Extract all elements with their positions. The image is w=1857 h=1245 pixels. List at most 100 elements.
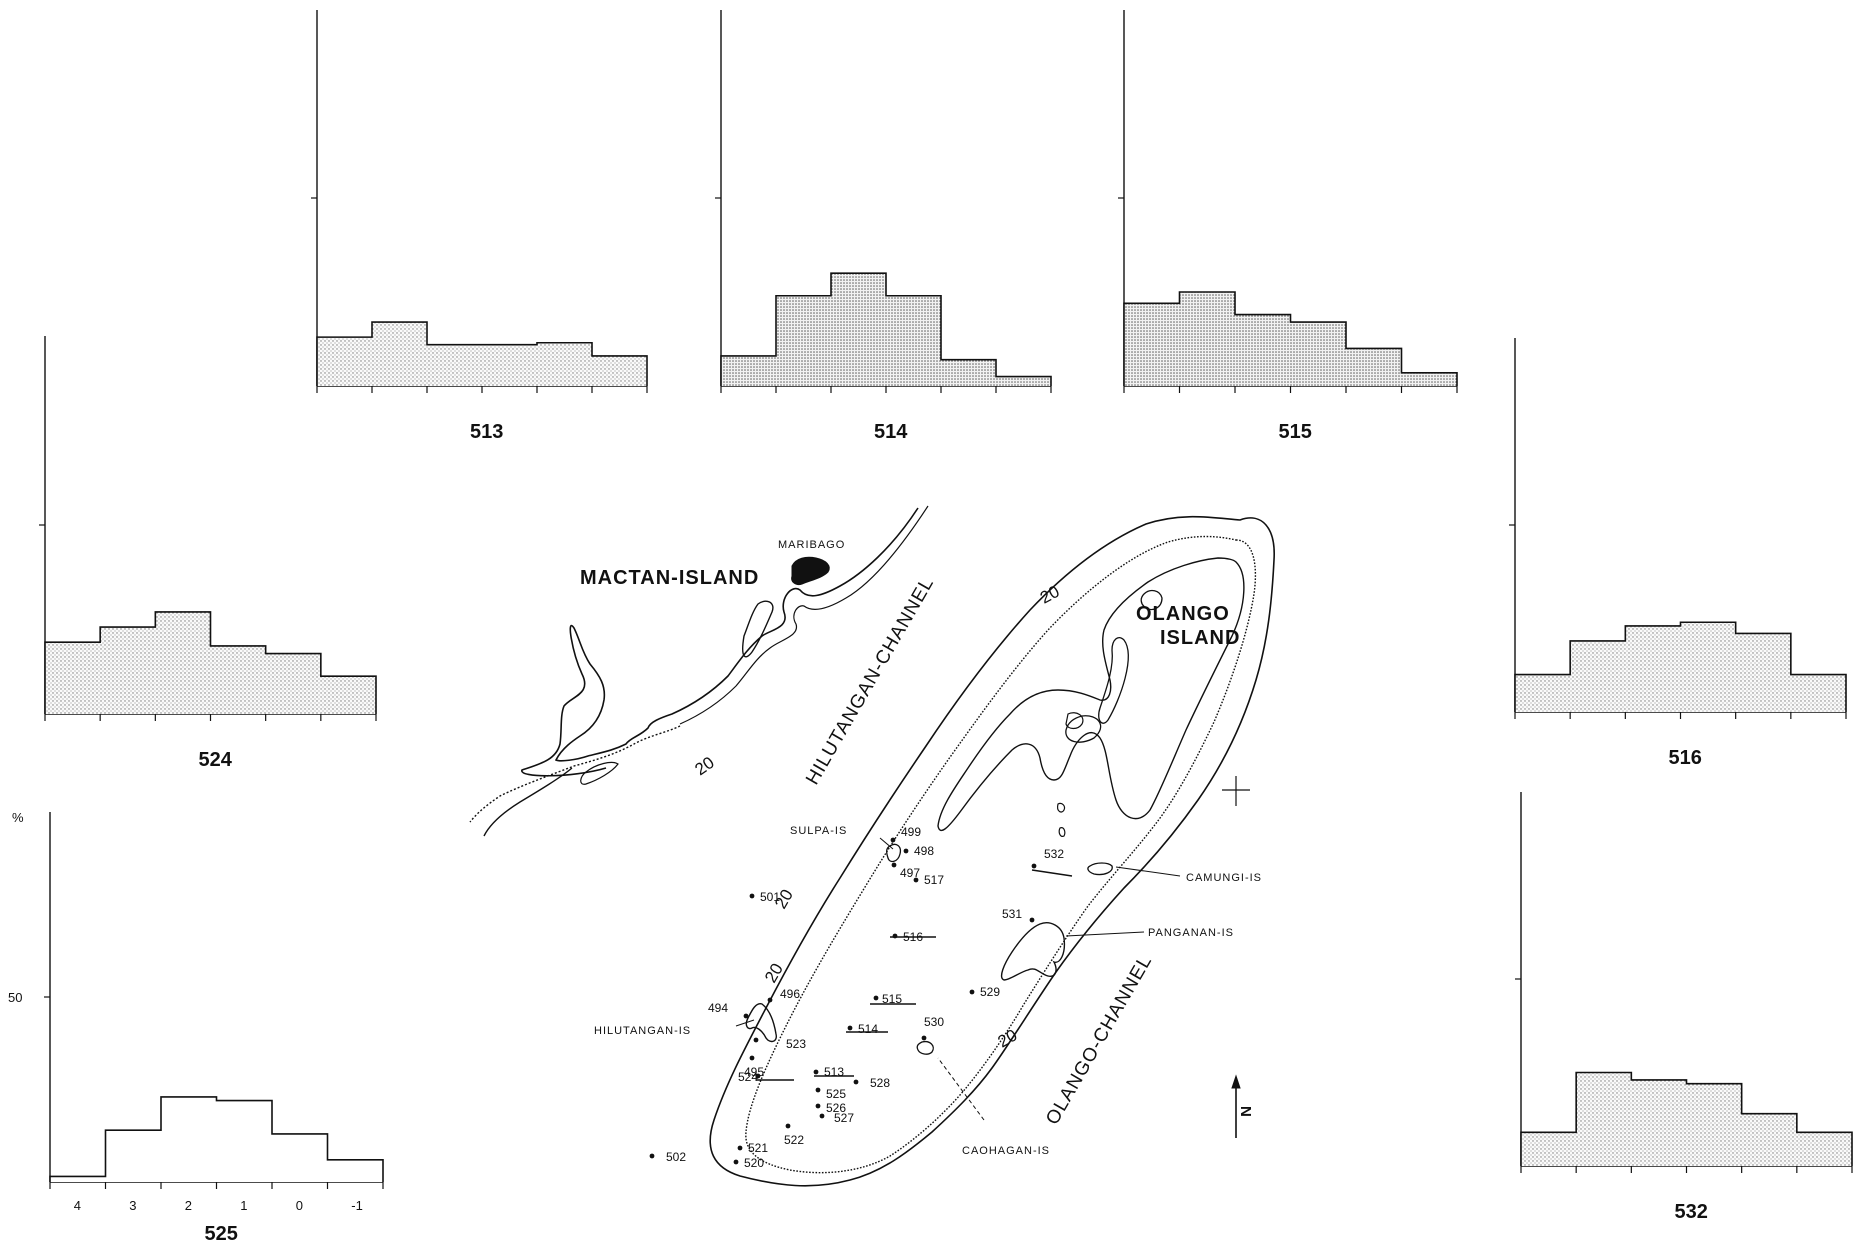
label-olango-line1: OLANGO (1136, 603, 1230, 625)
station-label: 524 (738, 1070, 758, 1084)
caohagan-leader (937, 1057, 985, 1121)
histogram-bar (1570, 640, 1626, 712)
label-sulpa-is: SULPA-IS (790, 825, 847, 837)
station-label: 522 (784, 1133, 804, 1147)
station-dot (890, 837, 896, 843)
station-label: 496 (780, 987, 800, 1001)
histogram-bar (1796, 1132, 1852, 1166)
station-dot (749, 1055, 755, 1061)
station-label: 521 (748, 1141, 768, 1155)
location-map (469, 505, 1275, 1187)
station-label: 531 (1002, 907, 1022, 921)
station-dot (785, 1123, 791, 1129)
sulpa-island (886, 843, 902, 863)
histogram-bar (1346, 348, 1402, 386)
mactan-coastline (521, 507, 919, 777)
histogram-outline (1123, 291, 1458, 386)
mactan-western-edge (483, 767, 573, 837)
panganan-island (1000, 922, 1066, 981)
histogram-caption: 525 (205, 1223, 238, 1245)
label-hilutangan-is: HILUTANGAN-IS (594, 1025, 691, 1037)
mactan-inlet-small (580, 761, 619, 785)
histogram-bar (272, 1133, 328, 1182)
histogram-bar (1290, 322, 1346, 386)
histogram-bar (317, 337, 372, 386)
station-dot (853, 1079, 859, 1085)
panganan-leader (1065, 931, 1145, 937)
station-label: 514 (858, 1022, 878, 1036)
histogram-bar (427, 344, 482, 386)
label-mactan-island: MACTAN-ISLAND (580, 567, 759, 589)
histogram-bar (1686, 1083, 1742, 1166)
station-label: 501 (760, 890, 780, 904)
histogram-bar (1625, 625, 1681, 712)
station-label: 530 (924, 1015, 944, 1029)
histogram-bar (1680, 622, 1736, 712)
station-532-underline (1031, 869, 1073, 877)
histogram-bar (721, 355, 776, 386)
histogram-outline (1520, 1071, 1853, 1166)
station-dot (819, 1113, 825, 1119)
contour-label-olango-south: 20 (995, 1026, 1021, 1052)
station-dot (921, 1035, 927, 1041)
histogram-bar (941, 359, 996, 386)
histogram-514: 514 (715, 10, 1052, 443)
y-tick-label: 50 (8, 990, 22, 1005)
histogram-516: 516 (1509, 338, 1847, 769)
station-dot (649, 1153, 655, 1159)
histogram-bar (320, 676, 376, 714)
histogram-outline (316, 321, 648, 386)
histogram-524: 524 (39, 336, 377, 771)
olango-north-islet (1140, 589, 1163, 611)
station-dot (903, 848, 909, 854)
camungi-island (1087, 862, 1113, 876)
histogram-caption: 514 (874, 421, 908, 443)
histogram-bar (327, 1159, 383, 1182)
olango-reef-outer (709, 515, 1275, 1187)
north-label: N (1237, 1106, 1254, 1117)
label-caohagan-is: CAOHAGAN-IS (962, 1145, 1050, 1157)
station-dot (813, 1069, 819, 1075)
station-label: 498 (914, 844, 934, 858)
histogram-bar (265, 653, 321, 714)
histogram-bar (155, 611, 211, 714)
station-dot (755, 1073, 761, 1079)
station-label: 526 (826, 1101, 846, 1115)
station-markers: 499 498 497 517 501 532 516 531 515 529 496 494 514 5… (649, 825, 1064, 1170)
olango-lagoon-edge (1098, 636, 1129, 724)
histogram-outline (44, 611, 377, 714)
histogram-bar (996, 376, 1051, 386)
station-dot (743, 1013, 749, 1019)
y-axis-unit: % (12, 810, 24, 825)
station-dot (892, 933, 898, 939)
histogram-bar (1521, 1132, 1577, 1166)
contour-label-olango-west-lower: 20 (761, 960, 787, 986)
mactan-coastline-inner (679, 505, 929, 725)
histogram-532: 532 (1515, 792, 1853, 1223)
maribago-settlement (791, 556, 830, 585)
histogram-bar (105, 1130, 161, 1182)
label-maribago: MARIBAGO (778, 539, 845, 551)
station-dot (1029, 917, 1035, 923)
station-dot (733, 1159, 739, 1165)
station-label: 502 (666, 1150, 686, 1164)
histogram-outline (720, 272, 1052, 386)
histogram-bar (537, 342, 592, 386)
histogram-525: 525 4 3 2 1 0 -1 50% (8, 810, 384, 1245)
x-tick-label: 0 (296, 1198, 303, 1213)
histogram-outline (49, 1096, 384, 1182)
histogram-bar (1179, 292, 1235, 386)
histogram-caption: 515 (1279, 421, 1312, 443)
sulpa-leader (879, 837, 894, 850)
station-label: 494 (708, 1001, 728, 1015)
histogram-bar (1124, 303, 1180, 386)
histogram-bar (1401, 372, 1457, 386)
histogram-outline (1514, 621, 1847, 712)
histogram-bar (1235, 314, 1291, 386)
olango-pond (1065, 712, 1084, 730)
label-hilutangan-channel: HILUTANGAN-CHANNEL (802, 573, 938, 788)
histogram-bar (210, 645, 266, 714)
station-label: 513 (824, 1065, 844, 1079)
station-label: 499 (901, 825, 921, 839)
